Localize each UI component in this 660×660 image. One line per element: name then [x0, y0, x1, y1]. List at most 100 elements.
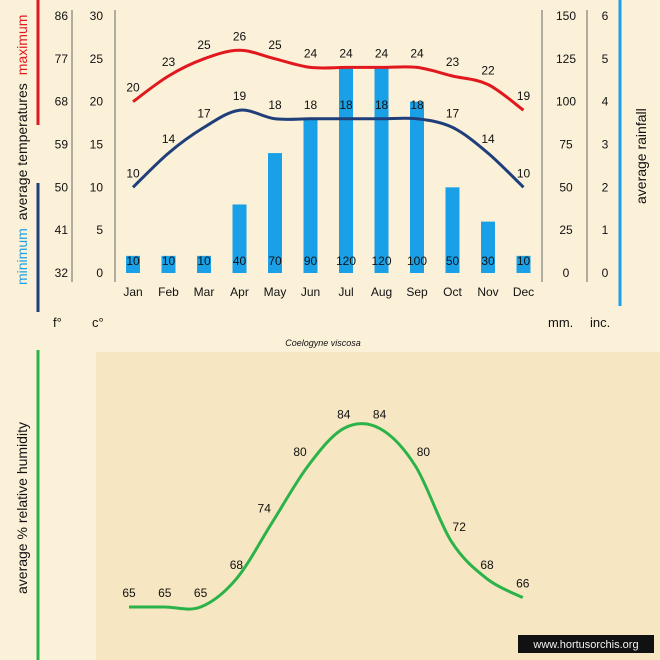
rainfall-bar [126, 255, 140, 273]
mm-tick-label: 0 [563, 266, 570, 280]
species-name: Coelogyne viscosa [285, 338, 361, 348]
celsius-tick-label: 15 [90, 138, 104, 152]
humidity-data-label: 68 [480, 558, 494, 572]
humidity-axis-title: average % relative humidity [14, 422, 30, 594]
minimum-data-label: 14 [162, 132, 176, 146]
rainfall-bar [410, 101, 424, 274]
humidity-data-label: 80 [293, 445, 307, 459]
rainfall-bar [197, 255, 211, 273]
mm-tick-label: 150 [556, 9, 576, 23]
left-axis-title-maximum: maximum [14, 15, 30, 76]
inches-tick-label: 0 [602, 266, 609, 280]
rainfall-bar [232, 204, 247, 273]
minimum-temperature-line [131, 108, 525, 189]
maximum-data-label: 23 [162, 55, 176, 69]
month-label: Jul [338, 285, 353, 299]
fahrenheit-tick-label: 32 [55, 266, 69, 280]
minimum-data-label: 17 [446, 106, 460, 120]
left-axis-title-middle: average temperatures [14, 83, 30, 220]
celsius-tick-label: 5 [96, 223, 103, 237]
maximum-data-label: 24 [304, 46, 318, 60]
rainfall-data-label: 10 [197, 254, 211, 268]
rainfall-data-label: 50 [446, 254, 460, 268]
month-label: Jun [301, 285, 320, 299]
fahrenheit-tick-label: 41 [55, 223, 69, 237]
celsius-tick-label: 30 [90, 9, 104, 23]
month-label: Sep [406, 285, 428, 299]
unit-fahrenheit: f° [53, 315, 62, 330]
month-label: Apr [230, 285, 249, 299]
left-axis-title-minimum: minimum [14, 228, 30, 285]
minimum-data-label: 14 [481, 132, 495, 146]
humidity-data-label: 74 [258, 501, 272, 515]
rainfall-bar [445, 187, 460, 273]
mm-tick-label: 25 [559, 223, 573, 237]
rainfall-data-label: 10 [126, 254, 140, 268]
rainfall-bar [481, 221, 495, 273]
month-label: Mar [194, 285, 215, 299]
maximum-data-label: 20 [126, 81, 140, 95]
right-axis-title: average rainfall [633, 108, 649, 204]
month-label: May [264, 285, 287, 299]
fahrenheit-tick-label: 86 [55, 9, 69, 23]
fahrenheit-tick-label: 77 [55, 52, 69, 66]
humidity-data-label: 66 [516, 577, 530, 591]
month-label: Oct [443, 285, 462, 299]
maximum-data-label: 23 [446, 55, 460, 69]
inches-tick-label: 5 [602, 52, 609, 66]
unit-mm: mm. [548, 315, 573, 330]
humidity-data-label: 65 [122, 586, 136, 600]
maximum-data-label: 26 [233, 29, 247, 43]
rainfall-data-label: 120 [371, 254, 391, 268]
month-label: Feb [158, 285, 179, 299]
humidity-data-label: 65 [194, 586, 208, 600]
mm-tick-label: 100 [556, 95, 576, 109]
month-label: Jan [123, 285, 142, 299]
maximum-data-label: 24 [410, 46, 424, 60]
axis-tick-labels: 8677685950413230252015105015012510075502… [55, 9, 609, 280]
humidity-data-label: 72 [453, 520, 467, 534]
rainfall-bar [516, 255, 531, 273]
celsius-tick-label: 10 [90, 180, 104, 194]
inches-tick-label: 6 [602, 9, 609, 23]
humidity-data-label: 65 [158, 586, 172, 600]
humidity-panel-background [96, 352, 660, 660]
humidity-data-label: 80 [417, 445, 431, 459]
temperature-lines [131, 48, 525, 189]
inches-tick-label: 1 [602, 223, 609, 237]
month-label: Dec [513, 285, 534, 299]
inches-tick-label: 4 [602, 95, 609, 109]
watermark-background [518, 635, 654, 653]
inches-tick-label: 2 [602, 180, 609, 194]
celsius-tick-label: 20 [90, 95, 104, 109]
mm-tick-label: 75 [559, 138, 573, 152]
fahrenheit-tick-label: 68 [55, 95, 69, 109]
minimum-data-label: 18 [375, 98, 389, 112]
rainfall-data-label: 90 [304, 254, 318, 268]
humidity-line [128, 422, 524, 611]
mm-tick-label: 50 [559, 180, 573, 194]
unit-inches: inc. [590, 315, 610, 330]
rainfall-data-label: 120 [336, 254, 356, 268]
maximum-data-label: 24 [375, 46, 389, 60]
rainfall-data-label: 10 [517, 254, 531, 268]
minimum-data-label: 10 [126, 166, 140, 180]
unit-celsius: c° [92, 315, 104, 330]
humidity-data-label: 68 [230, 558, 244, 572]
minimum-data-label: 10 [517, 166, 531, 180]
fahrenheit-tick-label: 50 [55, 180, 69, 194]
rainfall-data-label: 10 [162, 254, 176, 268]
minimum-data-label: 18 [339, 98, 353, 112]
rainfall-data-label: 30 [481, 254, 495, 268]
mm-tick-label: 125 [556, 52, 576, 66]
rainfall-bar [268, 153, 282, 273]
maximum-data-label: 19 [517, 89, 531, 103]
rainfall-data-label: 40 [233, 254, 247, 268]
data-labels: 20 23 25 26 25 24 24 24 24 23 22 19 10 14 17 19 18 18 18 18… [126, 29, 530, 268]
humidity-data-label: 84 [373, 407, 387, 421]
celsius-tick-label: 25 [90, 52, 104, 66]
maximum-temperature-line [132, 48, 525, 112]
month-label: Nov [477, 285, 498, 299]
